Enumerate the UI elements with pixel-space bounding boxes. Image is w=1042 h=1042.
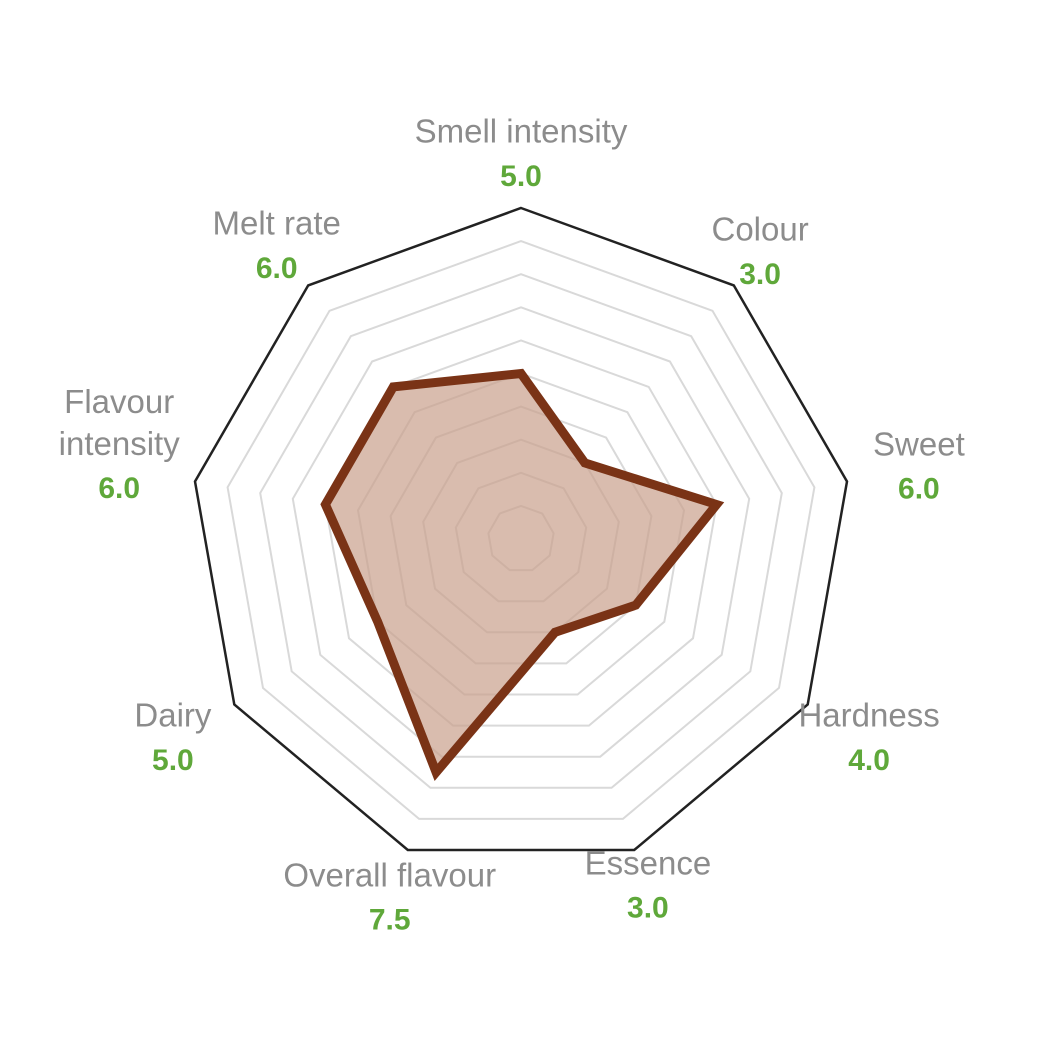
axis-name: Flavour — [64, 383, 174, 420]
axis-label-group: Hardness 4.0 — [798, 697, 939, 777]
axis-label-group: Melt rate 6.0 — [213, 205, 341, 285]
axis-name: Essence — [585, 844, 712, 881]
radar-series — [320, 368, 725, 781]
axis-labels: Smell intensity 5.0 Colour 3.0 Sweet 6.0 Hardn… — [59, 113, 965, 937]
radar-outline — [193, 206, 849, 852]
grid-ring — [226, 240, 816, 820]
axis-value: 3.0 — [627, 892, 669, 925]
axis-name: Colour — [711, 211, 808, 248]
axis-name: Smell intensity — [415, 113, 628, 150]
series-polygon — [320, 368, 725, 781]
axis-name: Sweet — [873, 426, 965, 463]
axis-name: intensity — [59, 425, 181, 462]
axis-label-group: Flavour intensity 6.0 — [59, 383, 181, 505]
axis-label-group: Sweet 6.0 — [873, 426, 965, 506]
axis-name: Hardness — [798, 697, 939, 734]
axis-label-group: Overall flavour 7.5 — [283, 857, 496, 937]
axis-label-group: Colour 3.0 — [711, 211, 808, 291]
axis-name: Melt rate — [213, 205, 341, 242]
axis-name: Overall flavour — [283, 857, 496, 894]
axis-value: 6.0 — [256, 252, 298, 285]
axis-value: 6.0 — [898, 473, 940, 506]
axis-label-group: Smell intensity 5.0 — [415, 113, 628, 193]
axis-label-group: Dairy 5.0 — [134, 697, 212, 777]
axis-value: 7.5 — [369, 904, 411, 937]
axis-value: 4.0 — [848, 744, 890, 777]
grid-ring — [291, 306, 751, 758]
axis-name: Dairy — [134, 697, 212, 734]
axis-value: 3.0 — [739, 258, 781, 291]
axis-label-group: Essence 3.0 — [585, 844, 712, 924]
axis-value: 5.0 — [500, 160, 542, 193]
grid-ring — [259, 273, 783, 789]
outer-outline — [193, 206, 849, 852]
axis-value: 6.0 — [98, 472, 140, 505]
axis-value: 5.0 — [152, 744, 194, 777]
